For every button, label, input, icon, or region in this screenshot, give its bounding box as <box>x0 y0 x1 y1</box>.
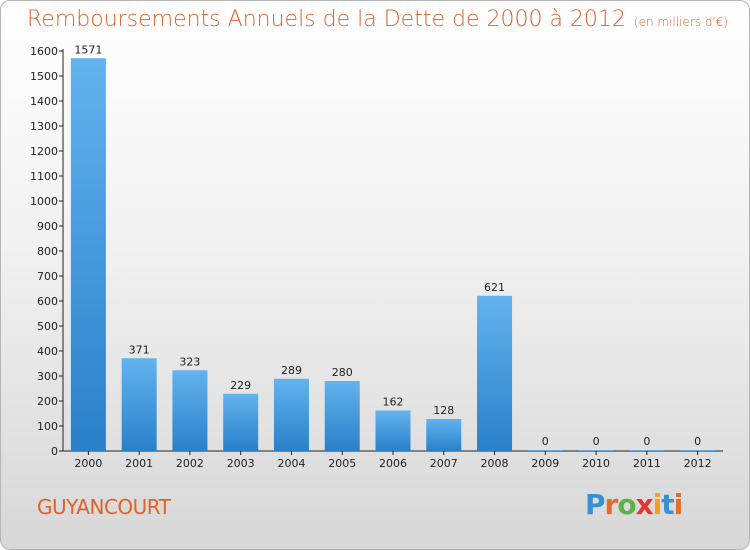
y-tick-label: 1400 <box>30 95 58 108</box>
data-label-2012: 0 <box>694 435 701 448</box>
y-tick-label: 1500 <box>30 70 58 83</box>
x-tick-label-2002: 2002 <box>176 457 204 470</box>
data-label-2000: 1571 <box>74 43 102 56</box>
y-tick-label: 1300 <box>30 120 58 133</box>
data-label-2002: 323 <box>179 355 200 368</box>
x-tick-label-2012: 2012 <box>684 457 712 470</box>
chart-unit-note: (en milliers d'€) <box>633 15 729 29</box>
y-tick-label: 1200 <box>30 145 58 158</box>
bar-2010 <box>578 450 614 451</box>
bar-2003 <box>223 393 259 451</box>
proxiti-logo: Proxiti <box>585 488 683 521</box>
data-label-2001: 371 <box>129 343 150 356</box>
x-tick-label-2007: 2007 <box>430 457 458 470</box>
x-tick-label-2004: 2004 <box>277 457 305 470</box>
data-label-2011: 0 <box>643 435 650 448</box>
bar-2007 <box>426 419 462 451</box>
y-tick-label: 1000 <box>30 195 58 208</box>
data-label-2003: 229 <box>230 379 251 392</box>
bar-2004 <box>273 378 309 451</box>
data-label-2010: 0 <box>593 435 600 448</box>
x-tick-label-2008: 2008 <box>481 457 509 470</box>
bar-2000 <box>70 58 106 451</box>
bar-2008 <box>477 295 513 451</box>
y-tick-label: 500 <box>37 320 58 333</box>
bar-2001 <box>121 358 157 451</box>
y-tick-label: 600 <box>37 295 58 308</box>
x-tick-label-2003: 2003 <box>227 457 255 470</box>
y-tick-label: 200 <box>37 395 58 408</box>
y-tick-label: 100 <box>37 420 58 433</box>
bar-2012 <box>680 450 716 451</box>
x-tick-label-2000: 2000 <box>74 457 102 470</box>
city-name: GUYANCOURT <box>37 495 171 519</box>
bar-2011 <box>629 450 665 451</box>
data-label-2009: 0 <box>542 435 549 448</box>
chart-title: Remboursements Annuels de la Dette de 20… <box>27 7 728 32</box>
chart-title-text: Remboursements Annuels de la Dette de 20… <box>27 7 626 32</box>
y-tick-label: 800 <box>37 245 58 258</box>
y-tick-label: 0 <box>51 445 58 458</box>
y-tick-label: 700 <box>37 270 58 283</box>
data-label-2007: 128 <box>433 404 454 417</box>
x-tick-label-2010: 2010 <box>582 457 610 470</box>
y-tick-label: 1600 <box>30 45 58 58</box>
data-label-2006: 162 <box>383 396 404 409</box>
y-tick-label: 400 <box>37 345 58 358</box>
data-label-2008: 621 <box>484 281 505 294</box>
data-label-2004: 289 <box>281 364 302 377</box>
bar-2009 <box>527 450 563 451</box>
y-tick-label: 300 <box>37 370 58 383</box>
x-tick-label-2006: 2006 <box>379 457 407 470</box>
y-tick-label: 900 <box>37 220 58 233</box>
x-tick-label-2011: 2011 <box>633 457 661 470</box>
y-tick-label: 1100 <box>30 170 58 183</box>
bar-2002 <box>172 370 208 451</box>
x-tick-label-2005: 2005 <box>328 457 356 470</box>
x-tick-label-2001: 2001 <box>125 457 153 470</box>
bar-2006 <box>375 410 411 451</box>
data-label-2005: 280 <box>332 366 353 379</box>
x-tick-label-2009: 2009 <box>531 457 559 470</box>
bar-2005 <box>324 381 360 451</box>
